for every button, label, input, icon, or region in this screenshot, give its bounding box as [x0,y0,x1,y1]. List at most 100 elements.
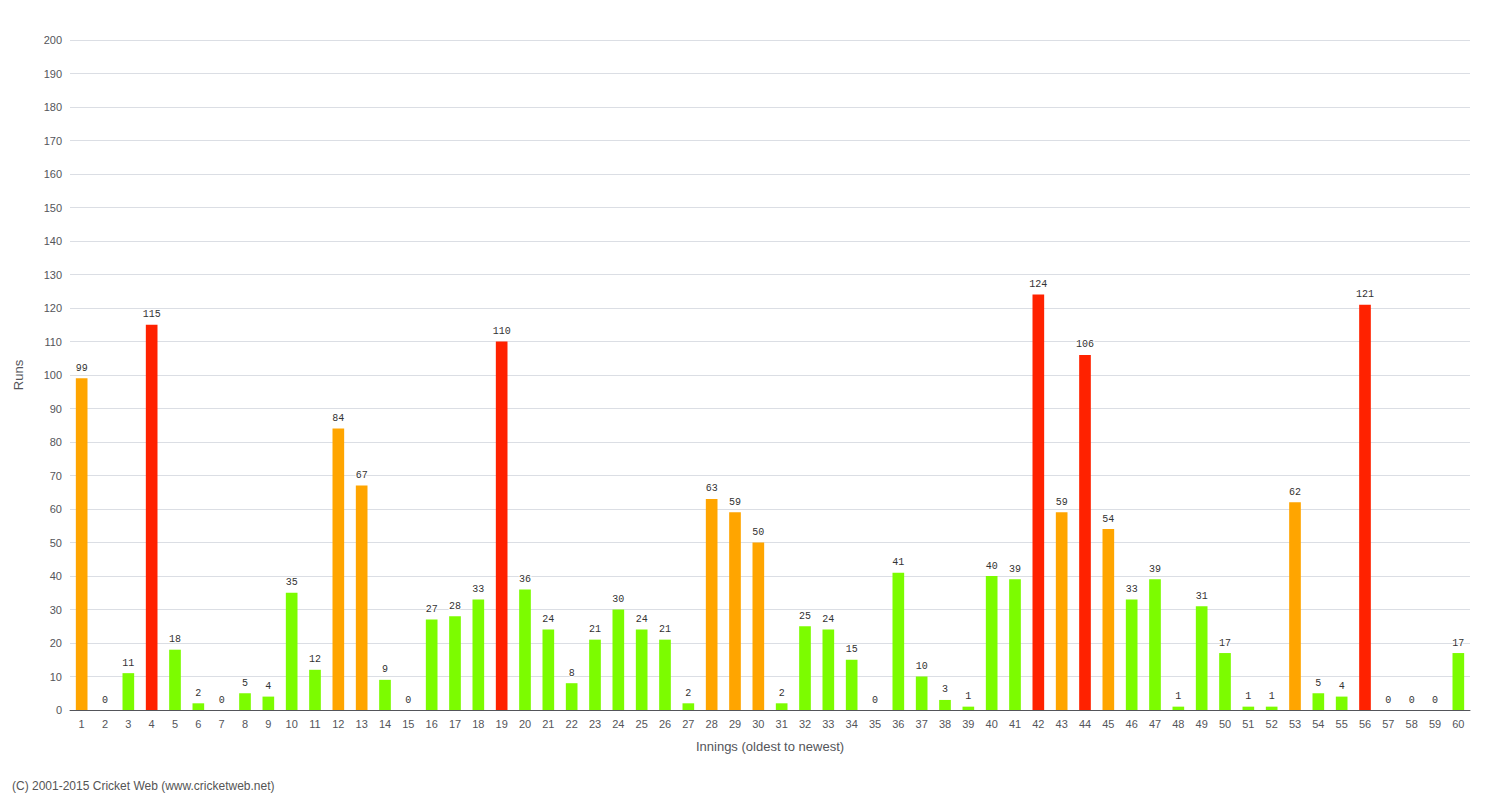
svg-text:45: 45 [1102,718,1114,730]
svg-text:2: 2 [102,718,108,730]
svg-text:52: 52 [1266,718,1278,730]
svg-text:21: 21 [589,624,601,635]
svg-text:2: 2 [195,688,201,699]
svg-text:28: 28 [706,718,718,730]
svg-text:33: 33 [1126,584,1138,595]
svg-text:18: 18 [472,718,484,730]
svg-text:1: 1 [79,718,85,730]
svg-text:33: 33 [472,584,484,595]
svg-text:180: 180 [44,101,62,113]
svg-text:4: 4 [1339,681,1345,692]
svg-text:5: 5 [242,678,248,689]
svg-text:(C) 2001-2015 Cricket Web (www: (C) 2001-2015 Cricket Web (www.cricketwe… [12,779,275,793]
svg-text:9: 9 [382,664,388,675]
svg-text:11: 11 [309,718,320,730]
svg-text:59: 59 [1056,497,1068,508]
svg-text:46: 46 [1126,718,1138,730]
svg-text:10: 10 [286,718,298,730]
svg-text:70: 70 [50,470,62,482]
svg-text:0: 0 [56,704,62,716]
svg-text:16: 16 [426,718,438,730]
svg-text:31: 31 [1196,591,1208,602]
svg-text:25: 25 [636,718,648,730]
svg-text:170: 170 [44,135,62,147]
svg-text:12: 12 [332,718,344,730]
svg-text:99: 99 [76,363,88,374]
svg-text:36: 36 [892,718,904,730]
svg-text:17: 17 [449,718,461,730]
svg-text:38: 38 [939,718,951,730]
svg-text:160: 160 [44,168,62,180]
svg-text:63: 63 [706,483,718,494]
svg-text:140: 140 [44,235,62,247]
svg-text:17: 17 [1219,638,1231,649]
svg-text:18: 18 [169,634,181,645]
svg-text:35: 35 [286,577,298,588]
svg-text:25: 25 [799,611,811,622]
svg-text:14: 14 [379,718,391,730]
svg-text:42: 42 [1032,718,1044,730]
svg-text:44: 44 [1079,718,1091,730]
svg-text:24: 24 [542,614,554,625]
svg-text:17: 17 [1452,638,1464,649]
svg-text:2: 2 [685,688,691,699]
svg-text:0: 0 [102,695,108,706]
svg-text:47: 47 [1149,718,1161,730]
svg-text:21: 21 [659,624,671,635]
svg-text:Runs: Runs [11,359,26,390]
svg-text:5: 5 [1315,678,1321,689]
svg-text:31: 31 [776,718,788,730]
svg-text:1: 1 [1269,691,1275,702]
svg-text:0: 0 [1385,695,1391,706]
svg-text:6: 6 [195,718,201,730]
svg-text:8: 8 [569,668,575,679]
svg-text:Innings (oldest to newest): Innings (oldest to newest) [696,739,844,754]
svg-text:50: 50 [1219,718,1231,730]
svg-text:4: 4 [149,718,155,730]
svg-text:120: 120 [44,302,62,314]
svg-text:40: 40 [986,718,998,730]
svg-text:20: 20 [50,637,62,649]
svg-text:62: 62 [1289,487,1301,498]
svg-text:67: 67 [356,470,368,481]
svg-text:41: 41 [1009,718,1021,730]
svg-text:41: 41 [892,557,904,568]
svg-text:1: 1 [1175,691,1181,702]
svg-text:57: 57 [1382,718,1394,730]
svg-text:10: 10 [916,661,928,672]
svg-text:36: 36 [519,574,531,585]
svg-text:130: 130 [44,269,62,281]
svg-text:30: 30 [50,604,62,616]
svg-text:59: 59 [729,497,741,508]
svg-text:1: 1 [1245,691,1251,702]
svg-text:40: 40 [986,561,998,572]
svg-text:27: 27 [682,718,694,730]
svg-text:110: 110 [493,326,511,337]
svg-text:110: 110 [44,336,62,348]
svg-text:29: 29 [729,718,741,730]
svg-text:49: 49 [1196,718,1208,730]
svg-text:24: 24 [612,718,624,730]
svg-text:54: 54 [1102,514,1114,525]
svg-text:59: 59 [1429,718,1441,730]
svg-text:53: 53 [1289,718,1301,730]
svg-text:106: 106 [1076,339,1094,350]
svg-text:3: 3 [942,684,948,695]
svg-text:0: 0 [1409,695,1415,706]
svg-text:43: 43 [1056,718,1068,730]
svg-text:80: 80 [50,436,62,448]
svg-text:15: 15 [402,718,414,730]
svg-text:15: 15 [846,644,858,655]
svg-text:3: 3 [125,718,131,730]
svg-text:13: 13 [356,718,368,730]
svg-text:32: 32 [799,718,811,730]
svg-text:0: 0 [405,695,411,706]
svg-text:0: 0 [872,695,878,706]
svg-text:19: 19 [496,718,508,730]
svg-text:190: 190 [44,68,62,80]
svg-text:27: 27 [426,604,438,615]
svg-text:7: 7 [219,718,225,730]
svg-text:24: 24 [822,614,834,625]
svg-text:60: 60 [50,503,62,515]
svg-text:22: 22 [566,718,578,730]
